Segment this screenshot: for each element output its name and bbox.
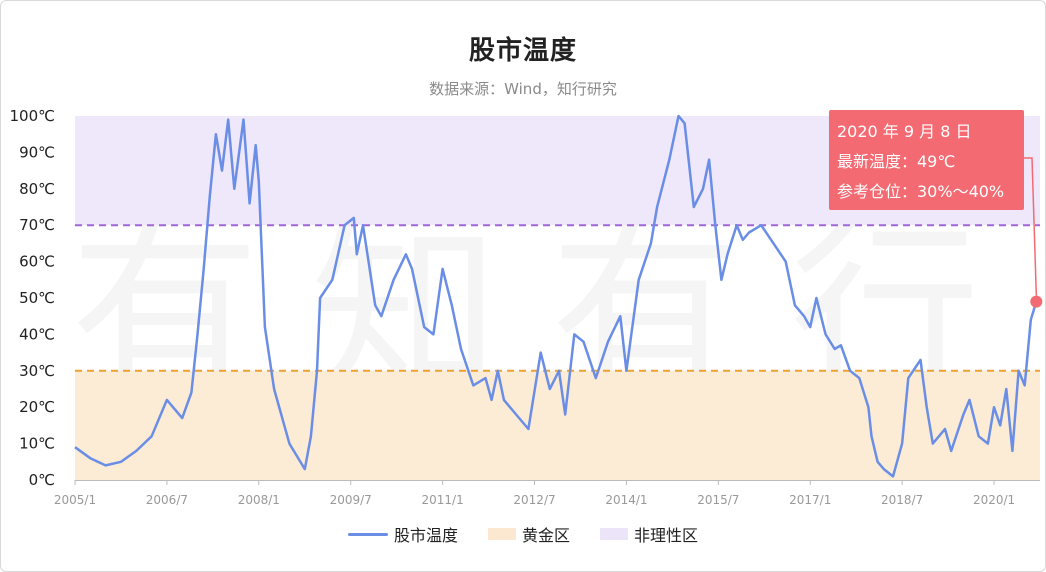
y-tick-label: 90℃ bbox=[19, 143, 55, 161]
y-tick-label: 20℃ bbox=[19, 398, 55, 416]
callout-leader-line bbox=[1022, 157, 1038, 296]
chart-subtitle: 数据来源：Wind，知行研究 bbox=[429, 80, 617, 98]
y-tick-label: 30℃ bbox=[19, 362, 55, 380]
latest-value-callout: 2020 年 9 月 8 日 最新温度：49℃ 参考仓位：30%～40% bbox=[829, 110, 1024, 210]
callout-position: 参考仓位：30%～40% bbox=[837, 182, 1005, 201]
y-tick-label: 0℃ bbox=[29, 471, 55, 489]
legend-label: 股市温度 bbox=[393, 526, 458, 545]
x-tick-label: 2008/1 bbox=[238, 493, 280, 507]
callout-date: 2020 年 9 月 8 日 bbox=[837, 122, 972, 141]
x-tick-label: 2018/7 bbox=[881, 493, 923, 507]
x-tick-label: 2014/1 bbox=[605, 493, 647, 507]
legend-item[interactable]: 股市温度 bbox=[347, 522, 458, 546]
legend-label: 非理性区 bbox=[634, 526, 699, 545]
x-tick-label: 2005/1 bbox=[54, 493, 96, 507]
legend-swatch bbox=[600, 528, 628, 540]
latest-point-marker bbox=[1030, 295, 1043, 308]
x-tick-label: 2011/1 bbox=[422, 493, 464, 507]
chart-legend: 股市温度 黄金区 非理性区 bbox=[0, 522, 1046, 546]
legend-item[interactable]: 黄金区 bbox=[487, 522, 570, 546]
y-tick-label: 60℃ bbox=[19, 253, 55, 271]
legend-label: 黄金区 bbox=[521, 526, 570, 545]
x-tick-label: 2015/7 bbox=[697, 493, 739, 507]
y-tick-label: 40℃ bbox=[19, 325, 55, 343]
legend-swatch bbox=[487, 528, 516, 540]
chart-title: 股市温度 bbox=[468, 36, 577, 66]
x-tick-label: 2020/1 bbox=[973, 493, 1015, 507]
x-tick-label: 2009/7 bbox=[330, 493, 372, 507]
y-tick-label: 80℃ bbox=[19, 180, 55, 198]
x-tick-label: 2006/7 bbox=[146, 493, 188, 507]
y-tick-label: 50℃ bbox=[19, 289, 55, 307]
x-tick-label: 2012/7 bbox=[513, 493, 555, 507]
x-tick-label: 2017/1 bbox=[789, 493, 831, 507]
legend-item[interactable]: 非理性区 bbox=[600, 522, 698, 546]
y-tick-label: 100℃ bbox=[10, 107, 55, 125]
y-tick-label: 10℃ bbox=[19, 435, 55, 453]
callout-latest-temp: 最新温度：49℃ bbox=[837, 152, 956, 171]
series-line bbox=[74, 114, 1038, 478]
legend-swatch bbox=[347, 532, 388, 536]
y-tick-label: 70℃ bbox=[19, 216, 55, 234]
